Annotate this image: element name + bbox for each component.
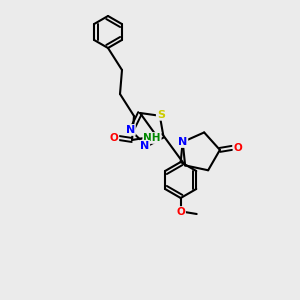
Text: O: O xyxy=(110,133,118,143)
Text: O: O xyxy=(176,207,185,217)
Text: N: N xyxy=(178,137,187,147)
Text: S: S xyxy=(157,110,165,120)
Text: O: O xyxy=(233,143,242,153)
Text: N: N xyxy=(126,125,135,135)
Text: NH: NH xyxy=(143,133,161,143)
Text: N: N xyxy=(140,141,149,151)
